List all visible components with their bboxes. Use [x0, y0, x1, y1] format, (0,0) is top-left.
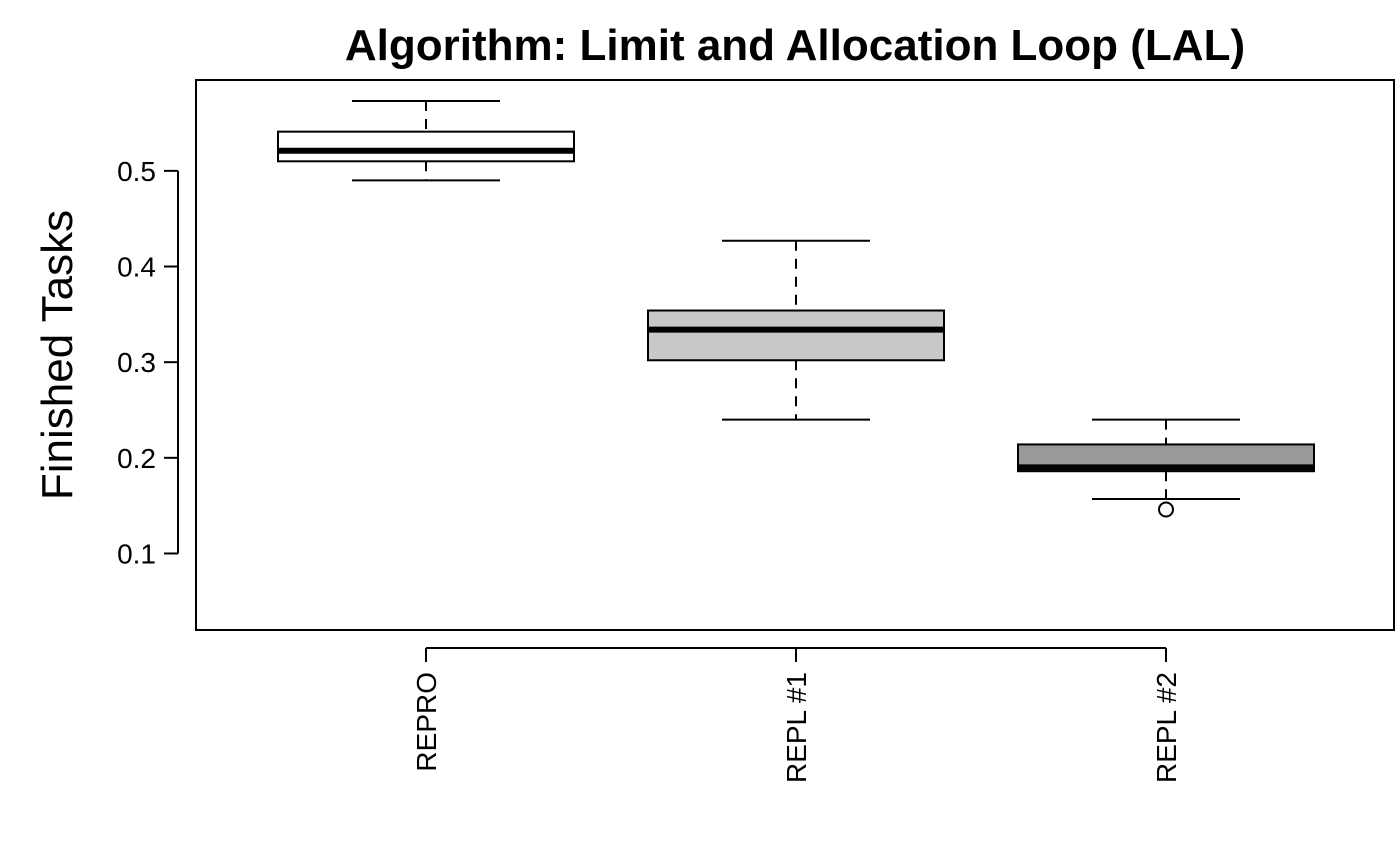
outlier-point: [1158, 501, 1174, 518]
x-tick-label: REPL #2: [1151, 672, 1182, 783]
box-group: [647, 239, 945, 421]
y-tick-label: 0.3: [117, 347, 156, 378]
box-group: [1017, 418, 1315, 518]
iqr-box: [647, 309, 945, 362]
chart-title: Algorithm: Limit and Allocation Loop (LA…: [345, 21, 1245, 70]
x-axis-ticks: REPRO REPL #1 REPL #2: [411, 648, 1182, 783]
x-tick-label: REPL #1: [781, 672, 812, 783]
plot-frame: [195, 79, 1395, 631]
y-tick-label: 0.4: [117, 252, 156, 283]
x-tick-label: REPRO: [411, 672, 442, 772]
y-tick-label: 0.5: [117, 156, 156, 187]
y-tick-label: 0.2: [117, 443, 156, 474]
y-axis-label: Finished Tasks: [33, 210, 82, 500]
y-axis-ticks: 0.1 0.2 0.3 0.4 0.5: [117, 156, 178, 569]
y-tick-label: 0.1: [117, 538, 156, 569]
iqr-box: [277, 130, 575, 163]
box-group: [277, 100, 575, 182]
box-series: [277, 100, 1315, 518]
